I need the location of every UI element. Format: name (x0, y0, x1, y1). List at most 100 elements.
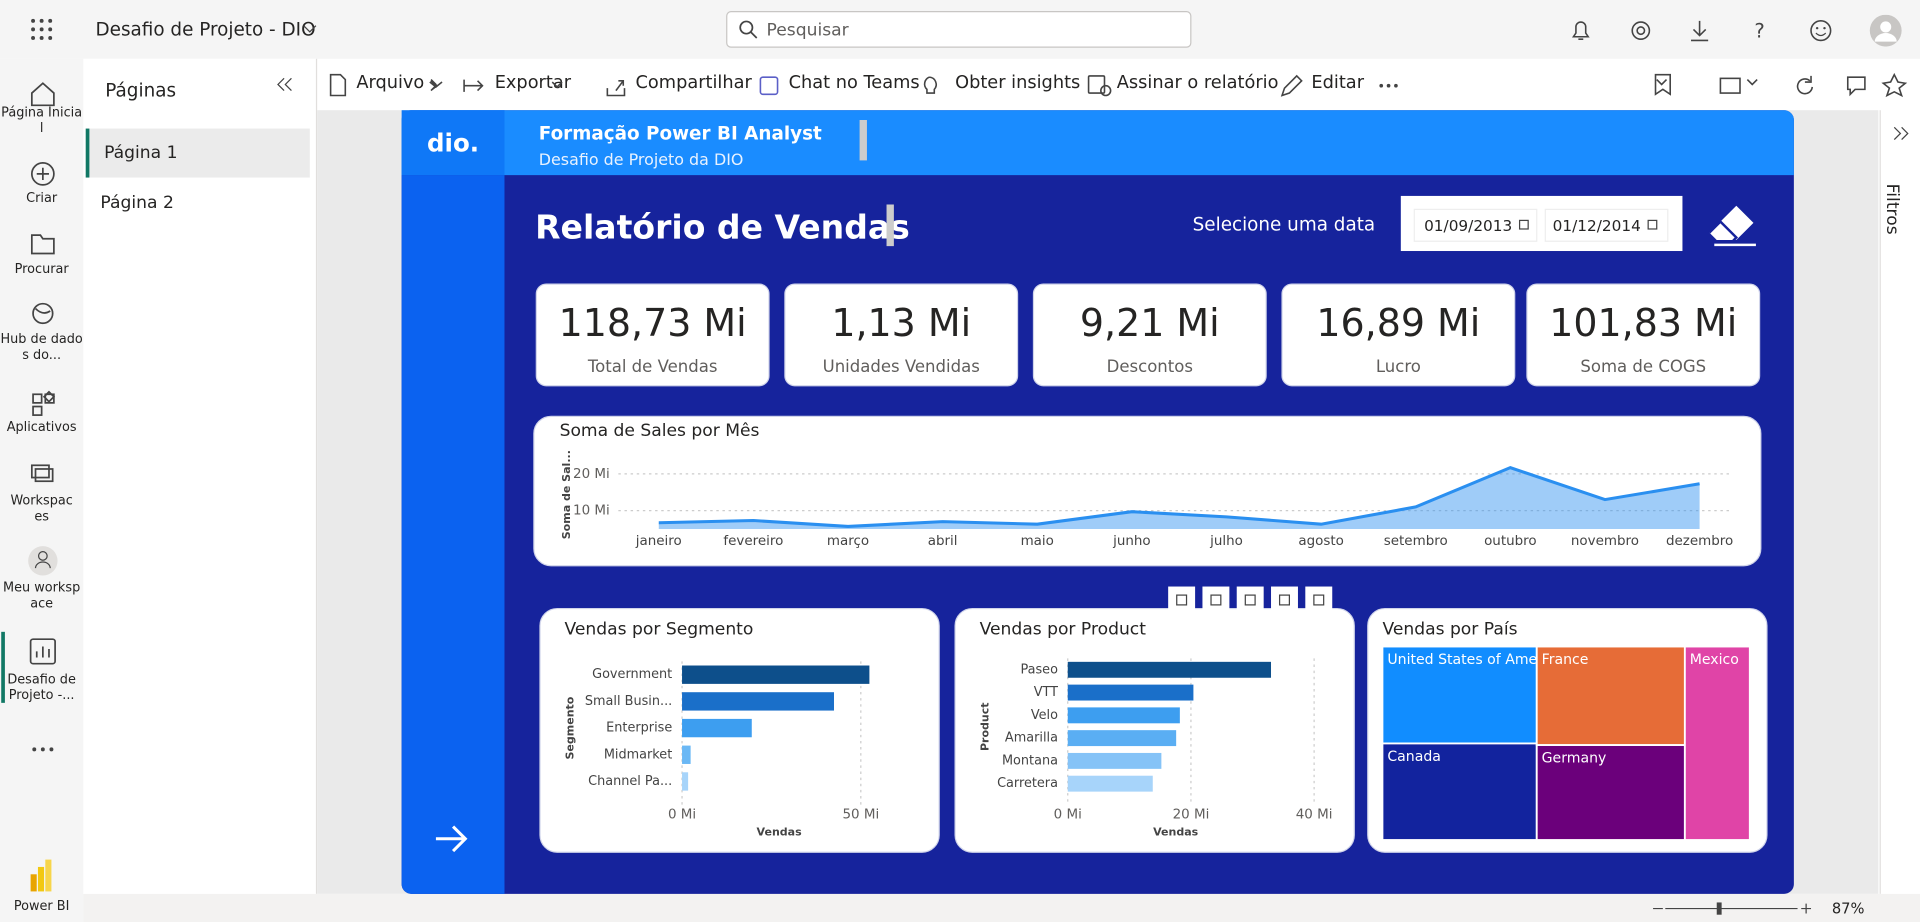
visual-header-button[interactable] (1202, 586, 1230, 614)
nav-home[interactable]: Página Inicial (1, 105, 83, 136)
menu-export[interactable]: Exportar (494, 73, 571, 94)
header-band (401, 110, 1794, 176)
kpi-label: Total de Vendas (587, 357, 718, 376)
date-input[interactable] (1544, 208, 1669, 242)
x-tick-label: junho (1112, 534, 1151, 549)
card (784, 283, 1019, 387)
brand: Power BI (13, 898, 70, 914)
axis-title: Product (979, 702, 992, 751)
expand-filters[interactable] (1892, 126, 1909, 141)
y-tick-label: Montana (1002, 753, 1058, 768)
date-input[interactable] (1413, 208, 1538, 242)
nav-my-workspace[interactable]: Meu workspace (3, 580, 81, 612)
menu-teams[interactable]: Chat no Teams (788, 73, 920, 94)
eraser-icon[interactable] (1708, 205, 1756, 247)
nav-apps[interactable]: Aplicativos (6, 420, 77, 435)
tile-label: United States of Ame... (1387, 652, 1550, 668)
app-launcher[interactable] (29, 17, 53, 41)
x-tick-label: julho (1209, 534, 1243, 549)
menu-insights[interactable]: Obter insights (955, 73, 1081, 94)
y-tick-label: 20 Mi (573, 467, 610, 482)
y-tick-label: 10 Mi (573, 504, 610, 519)
date-start: 01/09/2013 (1424, 217, 1512, 235)
card (535, 283, 770, 387)
visual-header-icon (1244, 594, 1256, 606)
kpi-value: 118,73 Mi (559, 301, 747, 345)
axis-title: Vendas (1153, 826, 1199, 839)
nav-workspaces[interactable]: Workspaces (10, 493, 73, 525)
x-tick-label: 50 Mi (842, 807, 879, 822)
chart-title: Vendas por País (1382, 619, 1517, 639)
card (533, 415, 1762, 567)
calendar-icon (1518, 219, 1529, 230)
y-tick-label: Amarilla (1005, 731, 1058, 746)
tile-label: France (1542, 652, 1589, 668)
x-tick-label: novembro (1571, 534, 1639, 549)
bar (1067, 707, 1180, 724)
date-label: Selecione uma data (1193, 214, 1376, 235)
page-tab[interactable]: Página 2 (100, 193, 174, 214)
menu-file[interactable]: Arquivo (356, 73, 425, 94)
status-bar (83, 893, 1920, 922)
nav-datahub[interactable]: Hub de dados do... (0, 331, 83, 363)
card (1281, 283, 1516, 387)
menu-share[interactable]: Compartilhar (635, 73, 752, 94)
card (1526, 283, 1761, 387)
zoom-slider[interactable] (1648, 899, 1819, 919)
search-box[interactable]: Pesquisar (726, 11, 1192, 48)
treemap-tile (1381, 645, 1538, 745)
pages-title: Páginas (105, 79, 177, 102)
report-name[interactable]: Desafio de Projeto - DIO (95, 18, 316, 41)
visual-header-button[interactable] (1271, 586, 1298, 614)
x-tick-label: 20 Mi (1173, 807, 1210, 822)
line (658, 465, 1700, 528)
y-tick-label: Paseo (1020, 662, 1058, 677)
next-page-arrow[interactable] (435, 825, 468, 853)
menu-edit[interactable]: Editar (1311, 73, 1365, 94)
chart-title: Soma de Sales por Mês (560, 421, 760, 441)
date-end: 01/12/2014 (1553, 217, 1641, 235)
tile-label: Canada (1387, 749, 1441, 765)
x-tick-label: março (827, 534, 869, 549)
nav-create[interactable]: Criar (26, 191, 58, 206)
visual-header-button[interactable] (1305, 586, 1333, 614)
nav-browse[interactable]: Procurar (14, 262, 69, 277)
top-icons[interactable]: ? (1565, 14, 1920, 47)
tile-label: Germany (1542, 751, 1607, 767)
chart-title: Vendas por Product (980, 619, 1147, 639)
bar (682, 665, 870, 684)
bar (1067, 730, 1177, 747)
axis-title: Soma de Sal... (560, 450, 573, 539)
x-tick-label: 0 Mi (668, 807, 696, 822)
logo: dio. (427, 128, 479, 157)
y-tick-label: VTT (1034, 685, 1058, 700)
header-title: Formação Power BI Analyst (539, 124, 822, 145)
x-tick-label: abril (928, 534, 958, 549)
chevron (303, 25, 317, 33)
zoom-level: 87% (1831, 900, 1865, 918)
search-icon (739, 20, 758, 39)
collapse-pane[interactable] (277, 77, 294, 92)
kpi-label: Descontos (1107, 357, 1193, 376)
filters-label[interactable]: Filtros (1882, 183, 1902, 235)
menu-subscribe[interactable]: Assinar o relatório (1116, 73, 1279, 94)
bar (682, 772, 689, 791)
toolbar-icons (329, 72, 1908, 98)
filters-pane (1879, 110, 1920, 894)
axis-title: Vendas (757, 826, 803, 839)
visual-header-button[interactable] (1168, 586, 1196, 614)
page-tab[interactable]: Página 1 (85, 128, 310, 178)
y-tick-label: Velo (1031, 708, 1058, 723)
y-tick-label: Carretera (997, 776, 1058, 791)
treemap-tile (1683, 645, 1751, 841)
kpi-label: Lucro (1376, 357, 1421, 376)
x-tick-label: agosto (1298, 534, 1344, 549)
visual-header-button[interactable] (1236, 586, 1264, 614)
nav-current-report[interactable]: Desafio de Projeto -... (7, 672, 76, 703)
visual-header-icon (1210, 594, 1222, 606)
divider (859, 120, 867, 161)
x-tick-label: maio (1021, 534, 1054, 549)
kpi-value: 16,89 Mi (1316, 301, 1480, 345)
